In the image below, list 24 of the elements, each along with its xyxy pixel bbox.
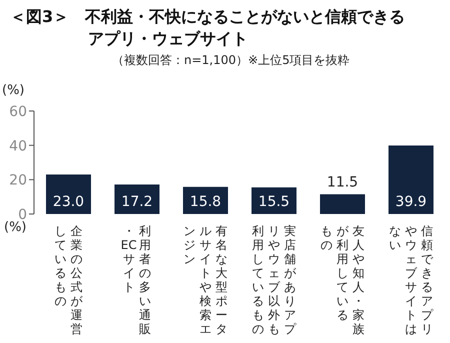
category-label: 利用者の多い通販・ECサイト <box>120 224 151 336</box>
category-label: 有名な大型ポータルサイトや検索エンジン <box>183 224 228 336</box>
data-label: 15.8 <box>190 194 222 210</box>
bar <box>320 194 365 214</box>
y-tick-label: 60 <box>9 104 27 120</box>
category-label: 信頼できるアプリやウェブサイトはない <box>388 224 433 336</box>
y-axis-title: (%) <box>2 83 24 98</box>
y-tick-label: 20 <box>9 172 27 189</box>
bar <box>252 187 296 214</box>
text: (%) <box>4 220 26 235</box>
data-label: 17.2 <box>121 194 153 210</box>
data-label: 39.9 <box>395 194 427 210</box>
bar <box>388 146 434 214</box>
data-label: 11.5 <box>326 174 358 190</box>
data-label: 23.0 <box>52 194 84 210</box>
bar <box>114 184 160 214</box>
category-label: 企業の公式が運営しているもの <box>54 224 82 336</box>
data-label: 15.5 <box>258 194 290 210</box>
chart-subtitle: （複数回答：n=1,100）※上位5項目を抜粋 <box>112 52 350 69</box>
y-tick-label: 40 <box>9 138 27 154</box>
bar <box>46 174 91 214</box>
category-label: 実店舗がありアプリやウェブ以外も利用しているもの <box>252 224 296 336</box>
category-label: 友人や知人・家族が利用しているもの <box>320 224 364 336</box>
chart-title: ＜図3＞ 不利益・不快になることがないと信頼できるアプリ・ウェブサイト <box>10 6 406 50</box>
